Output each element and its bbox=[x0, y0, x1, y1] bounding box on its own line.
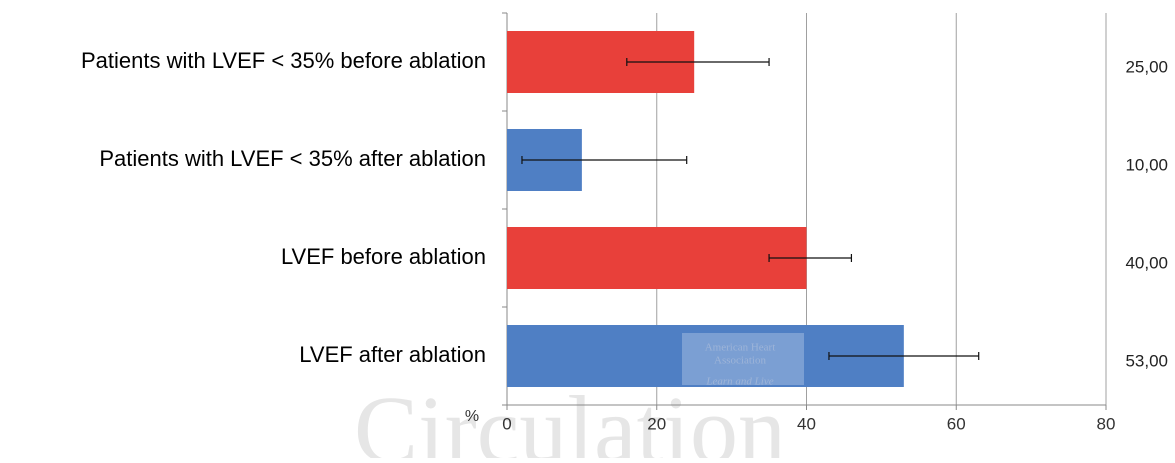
x-axis-label: % bbox=[465, 408, 479, 425]
x-tick-label: 40 bbox=[797, 414, 816, 433]
x-tick-label: 80 bbox=[1097, 414, 1116, 433]
x-tick-label: 0 bbox=[502, 414, 511, 433]
x-tick-label: 20 bbox=[647, 414, 666, 433]
logo-box bbox=[682, 333, 804, 385]
y-tick-label: LVEF after ablation bbox=[299, 342, 486, 367]
value-label: 53,00 bbox=[1125, 351, 1168, 370]
value-label: 25,00 bbox=[1125, 57, 1168, 76]
x-tick-label: 60 bbox=[947, 414, 966, 433]
y-tick-label: Patients with LVEF < 35% before ablation bbox=[81, 48, 486, 73]
logo-text: American Heart bbox=[705, 342, 776, 354]
bar bbox=[507, 227, 807, 289]
y-tick-label: Patients with LVEF < 35% after ablation bbox=[99, 146, 486, 171]
logo-text: Association bbox=[714, 355, 766, 367]
y-tick-label: LVEF before ablation bbox=[281, 244, 486, 269]
logo-text: Learn and Live bbox=[705, 376, 773, 388]
watermark: Circulation bbox=[354, 376, 786, 458]
value-label: 40,00 bbox=[1125, 253, 1168, 272]
value-label: 10,00 bbox=[1125, 155, 1168, 174]
